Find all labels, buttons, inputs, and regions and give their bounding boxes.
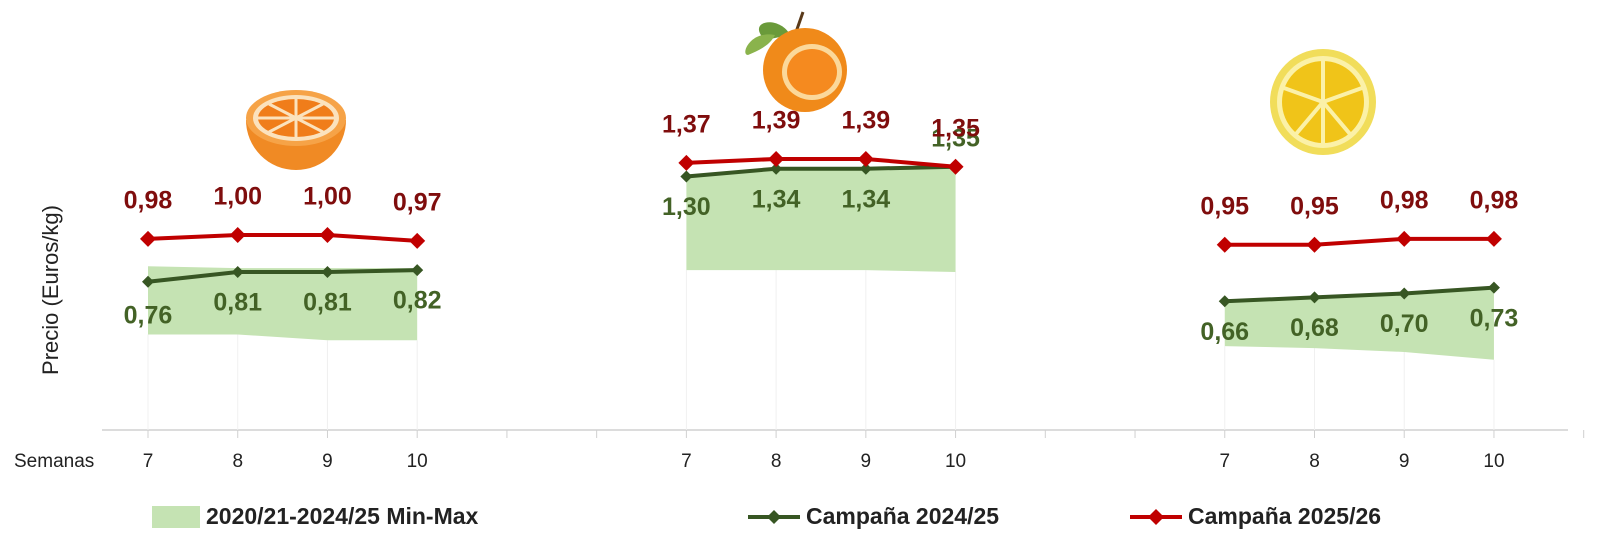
series-line [1225, 239, 1494, 245]
x-tick-label: 10 [1483, 451, 1504, 472]
x-tick-label: 9 [322, 451, 333, 472]
chart: Precio (Euros/kg) Semanas 7 8 9 10 7 8 9 10 7 8 9 1… [0, 0, 1620, 549]
marker [858, 151, 874, 167]
marker [319, 227, 335, 243]
data-label: 0,81 [213, 289, 262, 317]
marker [230, 227, 246, 243]
x-tick-label: 7 [681, 451, 692, 472]
legend-label: Campaña 2024/25 [806, 503, 999, 529]
marker [1217, 237, 1233, 253]
data-label: 0,98 [1380, 187, 1429, 215]
x-tick-label: 9 [1399, 451, 1410, 472]
data-label: 0,76 [124, 301, 173, 329]
data-label: 0,95 [1200, 192, 1249, 220]
marker [1396, 231, 1412, 247]
orange-icon [246, 90, 346, 170]
marker [409, 233, 425, 249]
x-tick-label: 8 [771, 451, 782, 472]
range-area [686, 167, 955, 272]
data-label: 1,00 [303, 183, 352, 211]
legend-swatch [152, 506, 200, 528]
legend-marker [767, 510, 781, 524]
marker [1486, 231, 1502, 247]
data-label: 1,35 [931, 114, 980, 142]
y-axis-label: Precio (Euros/kg) [38, 205, 63, 375]
legend: 2020/21-2024/25 Min-Max Campaña 2024/25 … [152, 503, 1381, 529]
data-label: 0,81 [303, 289, 352, 317]
x-tick-label: 10 [407, 451, 428, 472]
data-label: 0,95 [1290, 192, 1339, 220]
data-label: 0,66 [1200, 318, 1249, 346]
x-tick-label: 8 [232, 451, 243, 472]
x-tick-label: 9 [861, 451, 872, 472]
data-label: 1,39 [752, 107, 801, 135]
x-tick-label: 7 [143, 451, 154, 472]
data-label: 1,30 [662, 193, 711, 221]
marker [768, 151, 784, 167]
data-label: 1,39 [842, 107, 891, 135]
data-label: 1,37 [662, 110, 711, 138]
mandarin-icon [745, 12, 847, 112]
data-label: 0,70 [1380, 310, 1429, 338]
series-line [686, 159, 955, 167]
marker [678, 155, 694, 171]
x-axis-label: Semanas [14, 451, 94, 472]
x-tick-label: 8 [1309, 451, 1320, 472]
data-label: 0,73 [1470, 304, 1519, 332]
legend-label: Campaña 2025/26 [1188, 503, 1381, 529]
legend-marker [1148, 509, 1164, 525]
marker [140, 231, 156, 247]
legend-label: 2020/21-2024/25 Min-Max [206, 503, 479, 529]
data-label: 0,68 [1290, 314, 1339, 342]
data-label: 0,97 [393, 188, 442, 216]
series-line [148, 235, 417, 241]
data-label: 1,00 [213, 183, 262, 211]
data-label: 1,34 [752, 185, 801, 213]
data-label: 0,82 [393, 287, 442, 315]
data-label: 0,98 [124, 187, 173, 215]
marker [1306, 237, 1322, 253]
x-tick-label: 7 [1219, 451, 1230, 472]
x-tick-label: 10 [945, 451, 966, 472]
data-label: 1,34 [842, 185, 891, 213]
data-label: 0,98 [1470, 187, 1519, 215]
lemon-icon [1270, 49, 1376, 155]
